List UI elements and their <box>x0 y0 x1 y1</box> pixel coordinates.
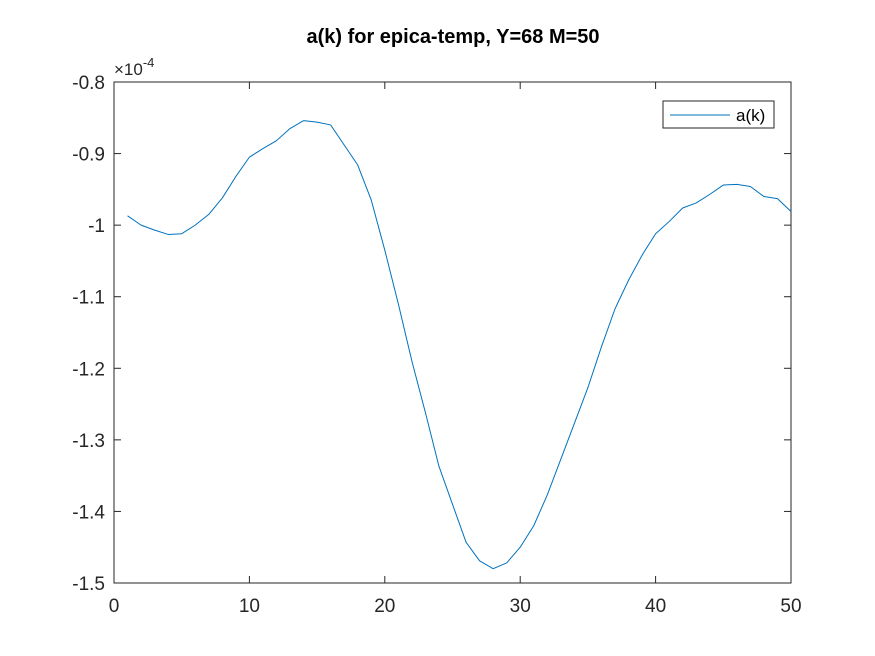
legend: a(k) <box>662 100 775 129</box>
chart-title: a(k) for epica-temp, Y=68 M=50 <box>306 26 599 48</box>
y-tick-label: -0.9 <box>72 145 105 166</box>
y-tick-label: -1 <box>88 216 105 237</box>
x-axis: 0 10 20 30 40 50 <box>109 82 802 617</box>
y-tick-label: -1.3 <box>72 431 105 452</box>
plot-area <box>113 81 792 584</box>
series-group <box>127 120 792 570</box>
y-axis-exponent-label: ×10-4 <box>114 55 154 79</box>
y-tick-label: -1.5 <box>72 574 105 595</box>
x-tick-label: 10 <box>239 596 260 617</box>
x-tick-label: 50 <box>780 596 801 617</box>
y-axis-exponent-base: ×10 <box>114 60 143 79</box>
series-line-a-k <box>127 120 792 570</box>
x-tick-label: 0 <box>109 596 120 617</box>
y-axis: -1.5 -1.4 -1.3 -1.2 -1.1 -1 -0.9 -0.8 <box>72 73 791 595</box>
y-tick-label: -0.8 <box>72 73 105 94</box>
legend-series-label: a(k) <box>736 106 765 125</box>
y-axis-exponent-power: -4 <box>143 55 155 70</box>
y-tick-label: -1.2 <box>72 359 105 380</box>
y-tick-label: -1.4 <box>72 502 105 523</box>
x-tick-label: 20 <box>374 596 395 617</box>
x-tick-label: 30 <box>510 596 531 617</box>
x-tick-label: 40 <box>645 596 666 617</box>
y-tick-label: -1.1 <box>72 288 105 309</box>
